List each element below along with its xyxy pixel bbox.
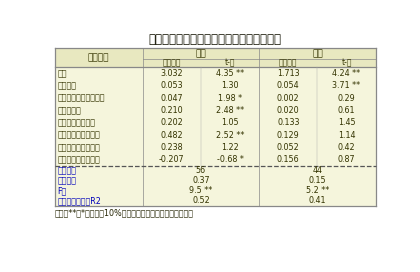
Text: 56: 56	[196, 166, 206, 175]
Text: 3.71 **: 3.71 **	[333, 81, 361, 90]
Text: 山口: 山口	[196, 49, 206, 58]
Text: 9.5 **: 9.5 **	[189, 186, 213, 195]
Text: データ数: データ数	[57, 166, 76, 175]
Text: 2.52 **: 2.52 **	[216, 131, 244, 140]
Text: （注）**，*は１％，10%の水準で有意であることを示す。: （注）**，*は１％，10%の水準で有意であることを示す。	[55, 208, 194, 217]
Text: 0.053: 0.053	[160, 81, 183, 90]
Text: 2.48 **: 2.48 **	[216, 106, 244, 115]
Text: 0.047: 0.047	[160, 94, 183, 103]
Text: 資　環境基盤評価: 資 環境基盤評価	[57, 143, 100, 152]
Text: 1.22: 1.22	[221, 143, 239, 152]
Text: 標準誤差: 標準誤差	[57, 176, 76, 185]
Text: -0.68 *: -0.68 *	[217, 155, 244, 164]
Text: 0.87: 0.87	[338, 155, 355, 164]
Text: 1.45: 1.45	[338, 118, 355, 127]
Text: 5.2 **: 5.2 **	[306, 186, 329, 195]
Text: 0.052: 0.052	[277, 143, 300, 152]
Bar	[201, 59, 259, 67]
Text: 活性化指標: 活性化指標	[57, 106, 81, 115]
Text: 44: 44	[312, 166, 323, 175]
Text: 経済指標: 経済指標	[57, 81, 76, 90]
Text: 切片: 切片	[57, 69, 67, 78]
Text: 0.37: 0.37	[192, 176, 210, 185]
Text: 0.15: 0.15	[309, 176, 326, 185]
Text: 0.133: 0.133	[277, 118, 299, 127]
Text: 0.29: 0.29	[338, 94, 355, 103]
Text: 0.41: 0.41	[309, 196, 326, 205]
Text: 0.482: 0.482	[160, 131, 183, 140]
Text: 0.61: 0.61	[338, 106, 355, 115]
Text: t-値: t-値	[225, 58, 235, 67]
Text: 4.24 **: 4.24 **	[333, 69, 361, 78]
Bar	[259, 48, 375, 59]
Text: ソーシャルキャピタル: ソーシャルキャピタル	[57, 94, 105, 103]
Text: 0.129: 0.129	[277, 131, 300, 140]
Text: 0.52: 0.52	[192, 196, 210, 205]
Text: 0.156: 0.156	[277, 155, 299, 164]
Text: 自由度調整済みR2: 自由度調整済みR2	[57, 196, 101, 205]
Text: 社　街並み評価: 社 街並み評価	[57, 118, 95, 127]
Text: F値: F値	[57, 186, 66, 195]
Bar	[143, 59, 201, 67]
Text: 0.238: 0.238	[160, 143, 183, 152]
Text: 0.202: 0.202	[160, 118, 183, 127]
Text: 1.30: 1.30	[221, 81, 239, 90]
Text: 3.032: 3.032	[160, 69, 183, 78]
Bar	[259, 59, 318, 67]
Bar	[143, 48, 259, 59]
Text: 0.42: 0.42	[338, 143, 355, 152]
Text: -0.207: -0.207	[159, 155, 185, 164]
Bar	[55, 48, 143, 67]
Text: t-値: t-値	[341, 58, 352, 67]
Text: 本　安全基盤評価: 本 安全基盤評価	[57, 155, 100, 164]
Text: 表３　住民満足度の地域差に対する影響度: 表３ 住民満足度の地域差に対する影響度	[149, 33, 282, 47]
Text: 0.002: 0.002	[277, 94, 299, 103]
Text: 山形: 山形	[312, 49, 323, 58]
Text: 1.14: 1.14	[338, 131, 355, 140]
Text: 4.35 **: 4.35 **	[216, 69, 244, 78]
Text: 1.98 *: 1.98 *	[218, 94, 242, 103]
Text: 0.054: 0.054	[277, 81, 299, 90]
Text: 1.713: 1.713	[277, 69, 299, 78]
Text: 0.020: 0.020	[277, 106, 299, 115]
Text: 推定係数: 推定係数	[163, 58, 181, 67]
Text: 説明変数: 説明変数	[88, 53, 110, 62]
Text: 推定係数: 推定係数	[279, 58, 297, 67]
Text: 会　道路整備評価: 会 道路整備評価	[57, 131, 100, 140]
Text: 1.05: 1.05	[221, 118, 239, 127]
Bar	[55, 48, 375, 206]
Bar	[318, 59, 375, 67]
Text: 0.210: 0.210	[160, 106, 183, 115]
